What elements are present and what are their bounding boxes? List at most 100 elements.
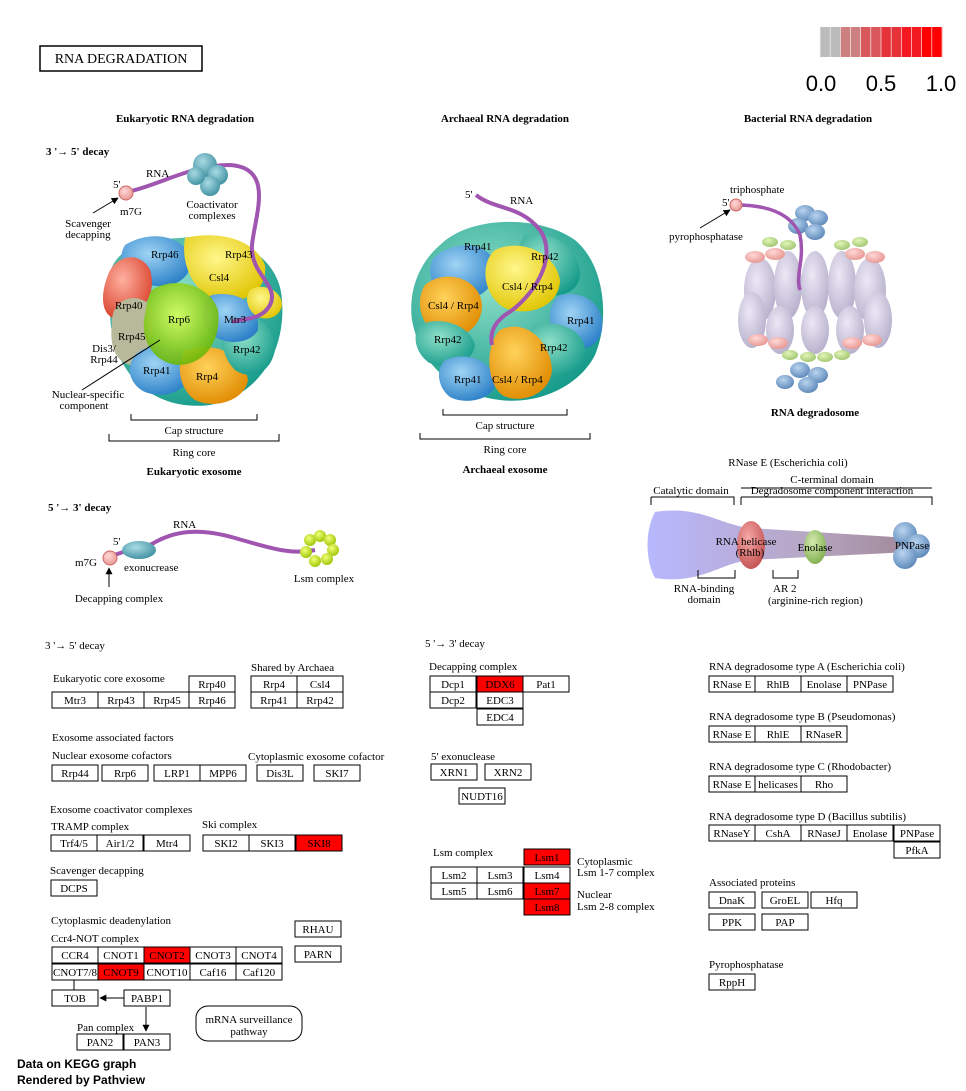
- gene-node-rrp42[interactable]: Rrp42: [296, 691, 344, 709]
- gene-node-lsm1[interactable]: Lsm1: [523, 848, 571, 866]
- gene-node-lsm3[interactable]: Lsm3: [476, 866, 524, 884]
- gene-box[interactable]: [256, 764, 304, 782]
- gene-node-rrp44[interactable]: Rrp44: [51, 764, 99, 782]
- gene-box[interactable]: [846, 824, 894, 842]
- gene-node-cnot3[interactable]: CNOT3: [189, 946, 237, 964]
- gene-box[interactable]: [295, 834, 343, 852]
- gene-node-dcp2[interactable]: Dcp2: [429, 691, 477, 709]
- surveillance-box[interactable]: [195, 1005, 303, 1042]
- gene-node-enolase[interactable]: Enolase: [800, 675, 848, 693]
- gene-node-rnasey[interactable]: RNaseY: [708, 824, 756, 842]
- gene-node-dis3l[interactable]: Dis3L: [256, 764, 304, 782]
- gene-box[interactable]: [846, 675, 894, 693]
- gene-node-mpp6[interactable]: MPP6: [199, 764, 247, 782]
- gene-node-rnase-e[interactable]: RNase E: [708, 775, 756, 793]
- gene-node-xrn2[interactable]: XRN2: [484, 763, 532, 781]
- gene-node-pan2[interactable]: PAN2: [76, 1033, 124, 1051]
- gene-node-rhau[interactable]: RHAU: [294, 920, 342, 938]
- gene-node-cnot2[interactable]: CNOT2: [143, 946, 191, 964]
- gene-box[interactable]: [76, 1033, 124, 1051]
- gene-box[interactable]: [893, 824, 941, 842]
- gene-node-rrp46[interactable]: Rrp46: [188, 691, 236, 709]
- gene-node-lsm6[interactable]: Lsm6: [476, 882, 524, 900]
- gene-node-caf16[interactable]: Caf16: [189, 963, 237, 981]
- gene-node-ddx6[interactable]: DDX6: [476, 675, 524, 693]
- gene-box[interactable]: [143, 834, 191, 852]
- gene-node-rpph[interactable]: RppH: [708, 973, 756, 991]
- gene-box[interactable]: [476, 708, 524, 726]
- gene-box[interactable]: [188, 691, 236, 709]
- gene-node-parn[interactable]: PARN: [294, 945, 342, 963]
- gene-node-rrp6[interactable]: Rrp6: [101, 764, 149, 782]
- gene-node-csl4[interactable]: Csl4: [296, 675, 344, 693]
- gene-node-pfka[interactable]: PfkA: [893, 841, 941, 859]
- gene-box[interactable]: [96, 834, 144, 852]
- gene-box[interactable]: [800, 725, 848, 743]
- gene-node-xrn1[interactable]: XRN1: [430, 763, 478, 781]
- gene-box[interactable]: [708, 913, 756, 931]
- gene-node-pap[interactable]: PAP: [761, 913, 809, 931]
- gene-box[interactable]: [761, 891, 809, 909]
- gene-node-ski8[interactable]: SKI8: [295, 834, 343, 852]
- gene-box[interactable]: [708, 973, 756, 991]
- gene-box[interactable]: [476, 882, 524, 900]
- gene-box[interactable]: [51, 989, 99, 1007]
- gene-node-groel[interactable]: GroEL: [761, 891, 809, 909]
- gene-node-ski3[interactable]: SKI3: [248, 834, 296, 852]
- gene-node-dcp1[interactable]: Dcp1: [429, 675, 477, 693]
- gene-node-rrp45[interactable]: Rrp45: [143, 691, 191, 709]
- gene-box[interactable]: [458, 787, 506, 805]
- gene-node-cnot10[interactable]: CNOT10: [143, 963, 191, 981]
- gene-box[interactable]: [523, 848, 571, 866]
- gene-node-hfq[interactable]: Hfq: [810, 891, 858, 909]
- gene-node-edc3[interactable]: EDC3: [476, 691, 524, 709]
- gene-node-ski7[interactable]: SKI7: [313, 764, 361, 782]
- gene-node-enolase[interactable]: Enolase: [846, 824, 894, 842]
- gene-box[interactable]: [523, 898, 571, 916]
- gene-node-lsm2[interactable]: Lsm2: [430, 866, 478, 884]
- gene-node-rho[interactable]: Rho: [800, 775, 848, 793]
- gene-node-pan3[interactable]: PAN3: [123, 1033, 171, 1051]
- gene-node-dnak[interactable]: DnaK: [708, 891, 756, 909]
- gene-box[interactable]: [235, 963, 283, 981]
- gene-node-edc4[interactable]: EDC4: [476, 708, 524, 726]
- gene-node-cnot9[interactable]: CNOT9: [97, 963, 145, 981]
- gene-box[interactable]: [708, 891, 756, 909]
- gene-node-rnase-e[interactable]: RNase E: [708, 675, 756, 693]
- gene-node-rnasej[interactable]: RNaseJ: [800, 824, 848, 842]
- gene-node-tob[interactable]: TOB: [51, 989, 99, 1007]
- gene-box[interactable]: [51, 764, 99, 782]
- gene-node-pat1[interactable]: Pat1: [522, 675, 570, 693]
- gene-box[interactable]: [123, 1033, 171, 1051]
- gene-box[interactable]: [893, 841, 941, 859]
- gene-node-mtr4[interactable]: Mtr4: [143, 834, 191, 852]
- gene-box[interactable]: [313, 764, 361, 782]
- gene-box[interactable]: [101, 764, 149, 782]
- gene-box[interactable]: [294, 945, 342, 963]
- gene-node-mtr3[interactable]: Mtr3: [51, 691, 99, 709]
- gene-node-rrp4[interactable]: Rrp4: [250, 675, 298, 693]
- gene-node-ppk[interactable]: PPK: [708, 913, 756, 931]
- gene-box[interactable]: [430, 763, 478, 781]
- gene-node-rnase-e[interactable]: RNase E: [708, 725, 756, 743]
- gene-box[interactable]: [199, 764, 247, 782]
- gene-box[interactable]: [810, 891, 858, 909]
- gene-node-rhle[interactable]: RhlE: [754, 725, 802, 743]
- gene-node-lsm5[interactable]: Lsm5: [430, 882, 478, 900]
- gene-node-pabp1[interactable]: PABP1: [123, 989, 171, 1007]
- gene-node-caf120[interactable]: Caf120: [235, 963, 283, 981]
- gene-node-nudt16[interactable]: NUDT16: [458, 787, 506, 805]
- gene-node-rnaser[interactable]: RNaseR: [800, 725, 848, 743]
- gene-box[interactable]: [235, 946, 283, 964]
- gene-box[interactable]: [800, 775, 848, 793]
- gene-box[interactable]: [248, 834, 296, 852]
- gene-box[interactable]: [296, 691, 344, 709]
- gene-node-rrp40[interactable]: Rrp40: [188, 675, 236, 693]
- gene-node-csha[interactable]: CshA: [754, 824, 802, 842]
- gene-node-cnot7-8[interactable]: CNOT7/8: [51, 963, 99, 981]
- gene-node-cnot4[interactable]: CNOT4: [235, 946, 283, 964]
- gene-box[interactable]: [294, 920, 342, 938]
- gene-node-pnpase[interactable]: PNPase: [893, 824, 941, 842]
- gene-node-ccr4[interactable]: CCR4: [51, 946, 99, 964]
- gene-box[interactable]: [522, 675, 570, 693]
